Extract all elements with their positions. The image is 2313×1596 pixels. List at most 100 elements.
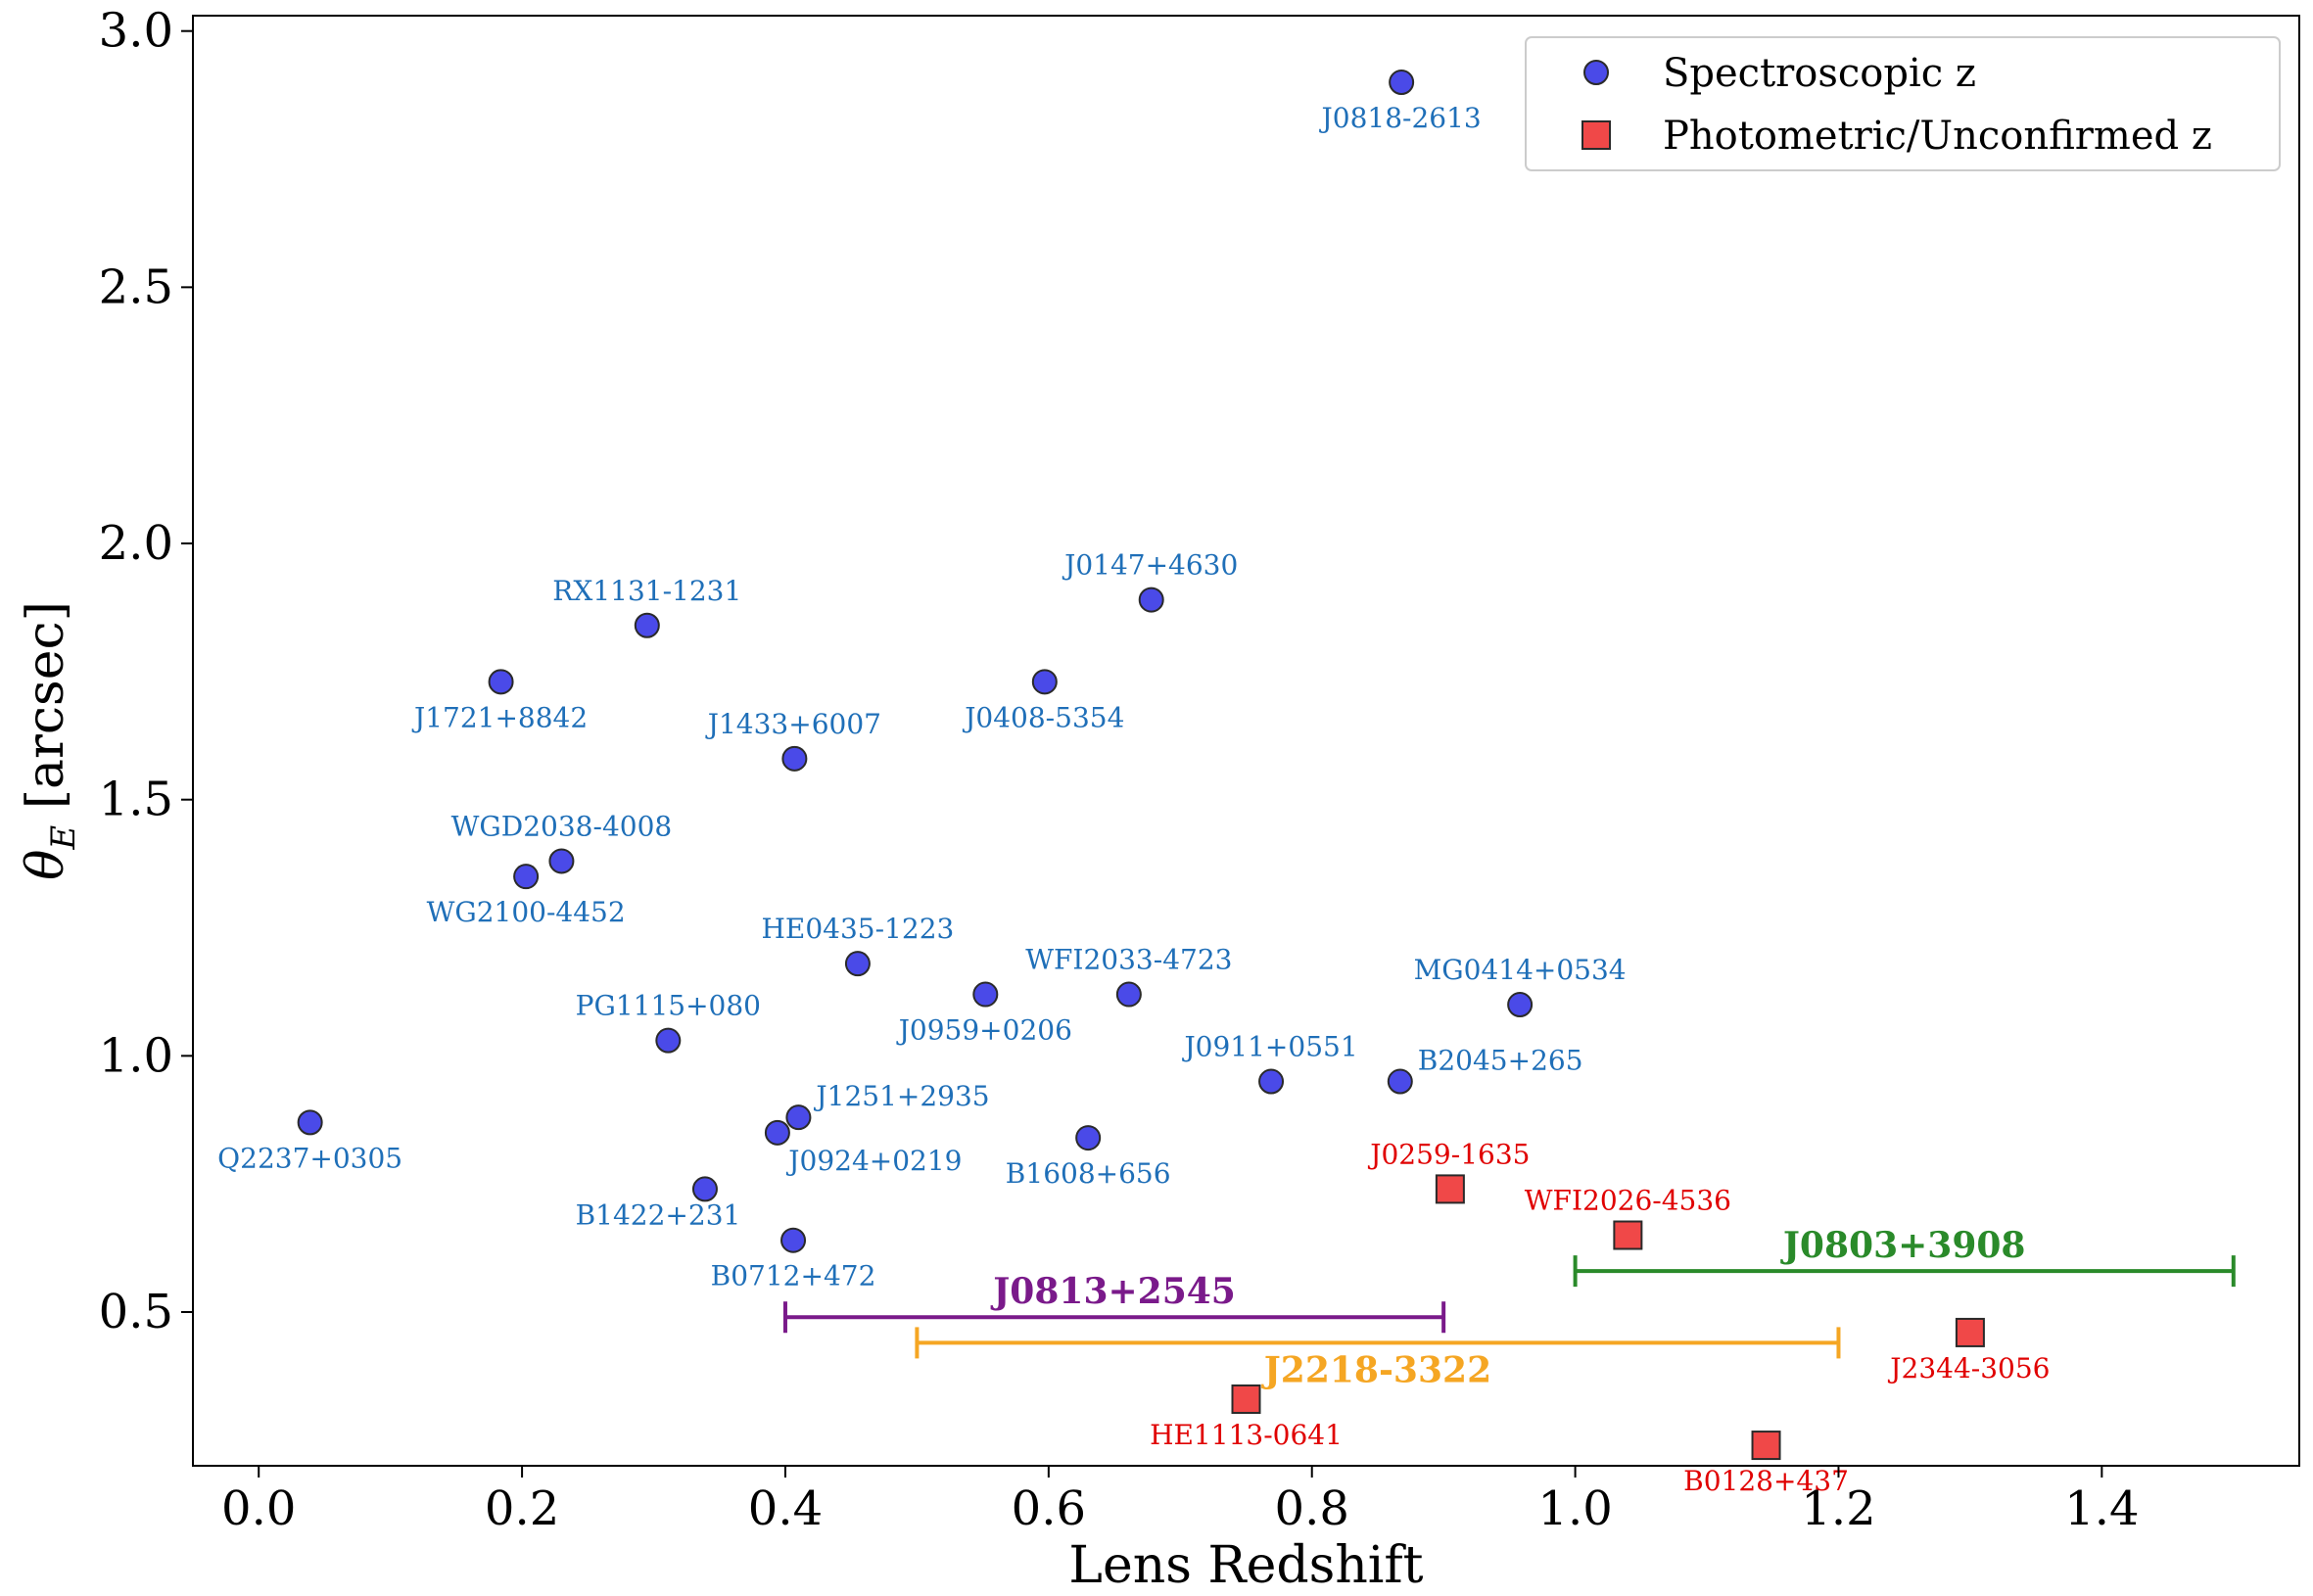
circle-marker <box>1138 587 1164 613</box>
x-tick-label: 1.0 <box>1537 1481 1612 1536</box>
circle-marker <box>513 864 540 890</box>
legend-box <box>1525 36 2281 171</box>
point-j0959+0206: J0959+0206 <box>896 981 1072 1047</box>
point-label: B1608+656 <box>1006 1157 1171 1190</box>
circle-marker <box>1075 1125 1102 1151</box>
plot-area <box>192 15 2300 1467</box>
square-marker <box>1231 1384 1261 1414</box>
point-j1251+2935: J1251+2935 <box>785 1080 990 1131</box>
point-j2344-3056: J2344-3056 <box>1887 1317 2051 1385</box>
x-tick-label: 1.4 <box>2064 1481 2139 1536</box>
range-j0813+2545: J0813+2545 <box>782 1271 1446 1334</box>
point-label: B1422+231 <box>576 1198 741 1231</box>
legend-square-icon <box>1581 120 1611 150</box>
point-label: HE1113-0641 <box>1150 1419 1343 1451</box>
point-label: WG2100-4452 <box>427 896 626 928</box>
point-wg2100-4452: WG2100-4452 <box>427 864 626 928</box>
square-marker <box>1435 1174 1465 1204</box>
x-tick-label: 0.8 <box>1275 1481 1349 1536</box>
point-label: Q2237+0305 <box>217 1142 402 1174</box>
square-marker <box>1613 1220 1643 1250</box>
circle-marker <box>691 1176 718 1202</box>
point-j1433+6007: J1433+6007 <box>705 708 881 772</box>
point-j0259-1635: J0259-1635 <box>1367 1138 1530 1204</box>
point-b0712+472: B0712+472 <box>711 1227 876 1292</box>
point-label: J0818-2613 <box>1319 102 1482 134</box>
y-tick-label: 2.0 <box>99 516 173 571</box>
point-label: J0408-5354 <box>962 701 1124 733</box>
point-label: HE0435-1223 <box>761 913 954 945</box>
x-tick-label: 0.6 <box>1012 1481 1086 1536</box>
x-axis-title: Lens Redshift <box>1068 1536 1423 1595</box>
point-label: J0911+0551 <box>1181 1031 1357 1063</box>
range-j0803+3908: J0803+3908 <box>1573 1225 2236 1288</box>
point-j1721+8842: J1721+8842 <box>411 669 588 733</box>
axes: 0.0 0.2 0.4 0.6 0.8 1.0 1.2 1.4 0.5 1.0 1.5 2.0 2.5 3… <box>17 4 2140 1595</box>
point-label: B2045+265 <box>1418 1045 1583 1077</box>
point-label: B0128+437 <box>1683 1465 1849 1497</box>
x-tick-label: 0.0 <box>221 1481 296 1536</box>
point-wfi2033-4723: WFI2033-4723 <box>1025 944 1232 1008</box>
circle-marker <box>1507 992 1534 1018</box>
circle-marker <box>1387 1068 1413 1095</box>
y-tick-label: 1.0 <box>99 1028 173 1083</box>
legend-circle-icon <box>1583 60 1609 85</box>
point-label: J1251+2935 <box>813 1080 989 1112</box>
point-label: WFI2026-4536 <box>1525 1185 1731 1217</box>
y-tick-label: 3.0 <box>99 4 173 59</box>
circle-marker <box>785 1104 812 1131</box>
point-label: WFI2033-4723 <box>1025 944 1232 976</box>
point-j0147+4630: J0147+4630 <box>1062 549 1238 613</box>
point-label: J0924+0219 <box>785 1145 962 1177</box>
point-rx1131-1231: RX1131-1231 <box>552 575 741 638</box>
point-he0435-1223: HE0435-1223 <box>761 913 954 977</box>
x-tick-label: 0.2 <box>485 1481 559 1536</box>
y-axis-title: θE [arcsec] <box>17 601 83 880</box>
range-j2218-3322: J2218-3322 <box>915 1327 1841 1390</box>
circle-marker <box>297 1109 323 1136</box>
circle-marker <box>1115 981 1142 1008</box>
point-b1608+656: B1608+656 <box>1006 1125 1171 1190</box>
point-label: PG1115+080 <box>576 990 761 1022</box>
range-label: J0803+3908 <box>1780 1225 2026 1266</box>
circle-marker <box>764 1119 790 1146</box>
circle-marker <box>655 1027 682 1054</box>
y-tick-label: 0.5 <box>99 1285 173 1339</box>
range-label: J2218-3322 <box>1261 1349 1491 1390</box>
point-label: J1721+8842 <box>411 701 588 733</box>
point-j0408-5354: J0408-5354 <box>962 669 1124 733</box>
x-tick-label: 0.4 <box>748 1481 823 1536</box>
point-wgd2038-4008: WGD2038-4008 <box>451 810 673 874</box>
circle-marker <box>634 612 660 638</box>
y-tick-label: 1.5 <box>99 773 173 827</box>
circle-marker <box>844 951 871 977</box>
point-pg1115+080: PG1115+080 <box>576 990 761 1054</box>
square-marker <box>1955 1317 1985 1347</box>
y-tick-label: 2.5 <box>99 259 173 314</box>
point-q2237+0305: Q2237+0305 <box>217 1109 402 1174</box>
point-label: J2344-3056 <box>1887 1352 2050 1385</box>
plot-frame <box>192 15 2300 1467</box>
circle-marker <box>780 1227 807 1253</box>
circle-marker <box>781 745 808 772</box>
point-j0818-2613: J0818-2613 <box>1319 70 1482 134</box>
point-label: J0147+4630 <box>1062 549 1238 582</box>
point-wfi2026-4536: WFI2026-4536 <box>1525 1185 1731 1250</box>
point-label: MG0414+0534 <box>1414 954 1627 986</box>
point-label: WGD2038-4008 <box>451 810 673 842</box>
legend-entry: Photometric/Unconfirmed z <box>1581 114 2212 159</box>
circle-marker <box>488 669 514 695</box>
legend-entry: Spectroscopic z <box>1583 51 1976 96</box>
circle-marker <box>548 848 575 874</box>
point-label: J0959+0206 <box>896 1014 1072 1047</box>
point-j0924+0219: J0924+0219 <box>764 1119 963 1177</box>
circle-marker <box>1258 1068 1285 1095</box>
point-label: B0712+472 <box>711 1260 876 1292</box>
circle-marker <box>1389 70 1415 96</box>
circle-marker <box>972 981 999 1008</box>
point-b2045+265: B2045+265 <box>1387 1045 1583 1095</box>
point-he1113-0641: HE1113-0641 <box>1150 1384 1343 1451</box>
point-mg0414+0534: MG0414+0534 <box>1414 954 1627 1018</box>
circle-marker <box>1031 669 1058 695</box>
